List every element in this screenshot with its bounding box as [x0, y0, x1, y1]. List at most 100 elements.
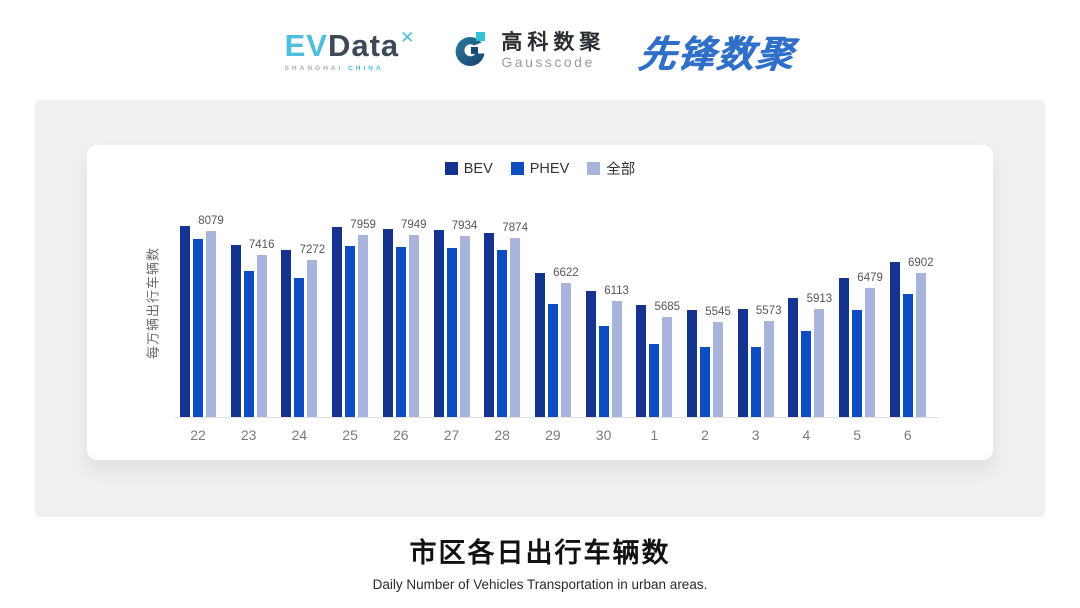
bar-bev-5	[839, 278, 850, 417]
bar-phev-24	[294, 278, 305, 417]
bar-value-label-29: 6622	[553, 267, 579, 280]
x-tick-2: 2	[701, 427, 709, 443]
x-tick-25: 25	[342, 427, 358, 443]
x-tick-22: 22	[190, 427, 206, 443]
bar-value-label-5: 6479	[857, 272, 883, 285]
bar-全部-2	[713, 321, 723, 417]
bar-phev-5	[852, 309, 863, 417]
evdata-star-icon: ✕	[400, 28, 416, 47]
bar-phev-2	[700, 346, 710, 417]
bar-全部-27	[459, 236, 470, 417]
bar-value-label-26: 7949	[401, 219, 427, 232]
bar-value-label-3: 5573	[755, 304, 782, 317]
evdata-wordmark: EVData✕	[285, 28, 416, 63]
chart-legend: BEV PHEV 全部	[87, 158, 993, 179]
bar-bev-25	[332, 227, 343, 417]
bar-phev-3	[750, 346, 761, 417]
bar-phev-4	[801, 331, 812, 417]
bar-value-label-30: 6113	[604, 285, 629, 298]
bar-group-6: 6902 6	[886, 212, 934, 443]
bar-phev-1	[649, 343, 660, 417]
bar-phev-28	[497, 249, 508, 417]
x-tick-28: 28	[494, 427, 510, 443]
legend-label: 全部	[606, 162, 636, 178]
gausscode-names: 高科数聚 Gausscode	[501, 31, 605, 71]
legend-label: BEV	[463, 160, 493, 177]
bar-全部-22	[206, 230, 216, 417]
x-tick-26: 26	[393, 427, 409, 443]
bar-bev-27	[433, 229, 444, 417]
evdata-logo: EVData✕ SHANGHAI CHINA	[285, 28, 416, 72]
x-tick-4: 4	[802, 427, 811, 443]
evdata-data-text: Data	[327, 28, 400, 63]
bar-group-4: 5913 4	[784, 212, 832, 443]
bar-全部-23	[256, 254, 267, 417]
x-tick-29: 29	[545, 427, 561, 443]
bar-全部-3	[763, 320, 774, 417]
bar-bev-4	[788, 298, 799, 417]
evdata-subtext: SHANGHAI CHINA	[285, 65, 384, 72]
bar-phev-30	[598, 325, 609, 417]
bar-group-28: 7874 28	[480, 212, 528, 443]
legend-item-bev[interactable]: BEV	[444, 160, 493, 177]
bar-全部-24	[307, 259, 318, 417]
bar-bev-2	[687, 309, 697, 417]
bar-group-5: 6479 5	[835, 212, 883, 443]
bar-group-24: 7272 24	[277, 212, 325, 443]
bar-group-1: 5685 1	[632, 212, 680, 443]
bar-value-label-24: 7272	[299, 243, 326, 256]
x-tick-5: 5	[853, 427, 861, 443]
chart-panel: BEV PHEV 全部 每万辆出行车辆数 8079 22 7416 23 7272 24 795…	[35, 100, 1045, 517]
bar-全部-6	[915, 273, 926, 417]
bar-bev-28	[484, 232, 495, 417]
bar-phev-22	[193, 239, 203, 417]
legend-swatch-icon	[510, 162, 524, 175]
bar-全部-5	[865, 288, 876, 417]
legend-swatch-icon	[444, 162, 458, 175]
gausscode-g-icon	[456, 32, 486, 67]
bar-group-2: 5545 2	[683, 212, 731, 443]
x-tick-6: 6	[903, 427, 912, 443]
bar-全部-30	[611, 301, 622, 417]
bar-bev-3	[737, 308, 748, 417]
gausscode-en-name: Gausscode	[501, 54, 595, 71]
bar-bev-1	[636, 304, 647, 417]
bar-value-label-1: 5685	[654, 300, 681, 313]
gausscode-cn-name: 高科数聚	[501, 31, 606, 55]
bar-group-3: 5573 3	[734, 212, 781, 443]
evdata-shanghai-text: SHANGHAI	[284, 65, 344, 72]
bar-全部-28	[510, 238, 521, 417]
bar-phev-23	[243, 270, 254, 417]
bar-bev-24	[281, 250, 292, 417]
legend-swatch-icon	[587, 162, 601, 175]
bar-group-25: 7959 25	[328, 212, 376, 443]
bar-bev-29	[534, 273, 545, 417]
x-tick-3: 3	[751, 427, 760, 443]
x-tick-27: 27	[443, 427, 460, 443]
x-tick-1: 1	[650, 427, 659, 443]
bar-group-30: 6113 30	[582, 212, 629, 443]
bar-phev-26	[395, 247, 406, 417]
chart-subtitle: Daily Number of Vehicles Transportation …	[372, 577, 708, 592]
legend-item-phev[interactable]: PHEV	[510, 161, 569, 177]
bar-value-label-2: 5545	[705, 305, 731, 318]
bar-group-26: 7949 26	[379, 212, 427, 443]
bar-phev-27	[446, 248, 457, 417]
bar-value-label-27: 7934	[451, 220, 478, 232]
bar-全部-25	[358, 235, 369, 417]
bar-group-22: 8079 22	[176, 212, 224, 443]
bar-value-label-6: 6902	[908, 257, 934, 270]
bar-全部-29	[560, 283, 571, 417]
bar-全部-1	[662, 316, 673, 417]
legend-item-全部[interactable]: 全部	[587, 158, 635, 179]
bar-phev-29	[547, 303, 558, 417]
x-tick-30: 30	[595, 427, 612, 443]
footer: 市区各日出行车辆数 Daily Number of Vehicles Trans…	[0, 531, 1080, 592]
x-tick-23: 23	[240, 427, 257, 443]
bar-phev-25	[345, 245, 356, 417]
x-axis-line	[175, 417, 939, 418]
bar-value-label-23: 7416	[248, 238, 275, 251]
x-tick-24: 24	[291, 427, 308, 443]
bar-plot: 8079 22 7416 23 7272 24 7959 25 7949 26 7934 27 7874…	[87, 212, 993, 443]
